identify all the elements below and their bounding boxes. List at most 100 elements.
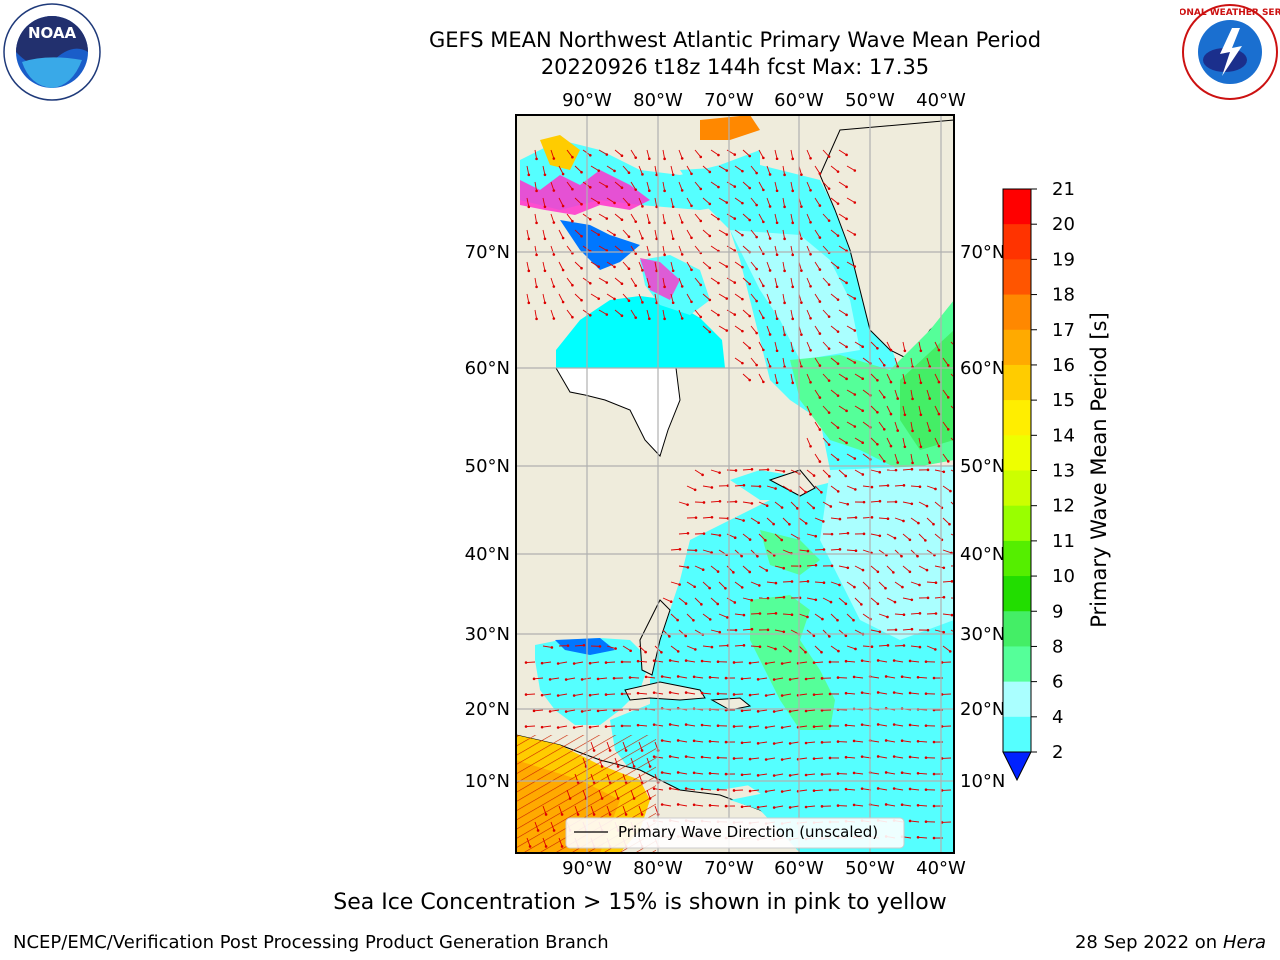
wave-arrow-head [540, 693, 544, 697]
wave-arrow-head [613, 297, 616, 301]
wave-arrow [902, 501, 912, 505]
wave-arrow [758, 309, 764, 319]
wave-arrow-head [716, 788, 720, 792]
wave-arrow-head [663, 221, 666, 225]
wave-arrow [678, 501, 688, 506]
wave-arrow-head [889, 348, 893, 352]
wave-arrow [590, 197, 599, 204]
wave-arrow [950, 373, 954, 378]
wave-arrow-head [818, 172, 822, 175]
wave-arrow [694, 740, 704, 743]
wave-arrow [702, 724, 712, 727]
wave-arrow [917, 804, 928, 807]
wave-arrow [790, 533, 800, 539]
wave-arrow-head [668, 723, 672, 726]
wave-arrow-head [597, 233, 601, 236]
wave-arrow-head [852, 803, 856, 807]
wave-arrow-head [535, 253, 538, 257]
wave-arrow [774, 741, 784, 745]
wave-arrow-head [668, 755, 672, 758]
wave-arrow [822, 213, 830, 221]
wave-arrow-head [766, 596, 770, 600]
wave-arrow [926, 517, 934, 525]
wave-arrow [910, 581, 920, 586]
wave-arrow [670, 293, 674, 303]
colorbar-segment [1003, 329, 1031, 366]
wave-arrow-head [764, 539, 767, 542]
wave-arrow-head [845, 217, 848, 221]
wave-arrow-head [608, 749, 612, 752]
cuba [624, 681, 706, 701]
wave-arrow [533, 677, 544, 680]
wave-arrow-head [748, 789, 752, 793]
wave-arrow-head [524, 661, 528, 664]
wave-arrow-head [613, 233, 616, 237]
wave-arrow [845, 756, 856, 759]
wave-arrow-head [772, 742, 776, 745]
wave-arrow-head [829, 600, 833, 604]
wave-arrow-head [768, 269, 772, 272]
wave-arrow [710, 533, 720, 536]
wave-arrow-head [790, 580, 794, 583]
wave-arrow-head [652, 787, 656, 790]
wave-arrow [942, 485, 951, 492]
wave-arrow-head [908, 659, 912, 663]
wave-arrow-head [668, 635, 671, 638]
wave-arrow-head [748, 346, 751, 350]
wave-arrow-head [580, 298, 583, 302]
wave-arrow-head [632, 765, 636, 768]
wave-arrow [638, 293, 643, 303]
wave-arrow [709, 804, 720, 807]
wave-arrow-head [861, 568, 865, 572]
wave-arrow-head [827, 443, 831, 446]
wave-arrow-head [844, 602, 848, 606]
wave-arrow [750, 645, 761, 648]
wave-arrow-head [934, 648, 937, 651]
wave-arrow [534, 149, 538, 159]
wave-arrow-head [812, 506, 816, 510]
wave-arrow-head [620, 314, 624, 318]
wave-arrow [846, 325, 856, 331]
wave-arrow-head [741, 361, 744, 365]
wave-arrow-head [660, 675, 664, 678]
wave-arrow-head [596, 677, 600, 681]
wave-arrow [910, 820, 920, 823]
wave-arrow [654, 165, 658, 175]
wave-arrow [590, 661, 600, 664]
wave-arrow-head [620, 692, 624, 696]
wave-arrow-head [820, 805, 824, 808]
wave-arrow-head [892, 571, 895, 574]
wave-arrow [798, 485, 806, 493]
wave-arrow-head [627, 235, 631, 239]
wave-arrow-head [564, 678, 568, 681]
wave-arrow-head [742, 519, 745, 522]
credit-left: NCEP/EMC/Verification Post Processing Pr… [13, 932, 609, 953]
wave-arrow-head [724, 804, 728, 808]
wave-arrow [742, 373, 750, 381]
wave-arrow-head [620, 282, 624, 286]
wave-arrow [822, 501, 832, 507]
wave-arrow [918, 565, 928, 571]
wave-arrow-head [678, 583, 681, 586]
wave-arrow [718, 645, 729, 647]
wave-arrow [822, 277, 830, 285]
wave-arrow-head [755, 299, 758, 303]
wave-arrow-head [552, 285, 556, 288]
wave-arrow [806, 597, 816, 601]
wave-arrow-head [876, 659, 880, 662]
wave-arrow [758, 373, 764, 383]
wave-arrow-head [663, 317, 666, 321]
wave-arrow-head [748, 154, 751, 158]
wave-arrow [814, 389, 821, 398]
wave-arrow [726, 213, 735, 219]
wave-arrow-head [804, 650, 807, 654]
wave-arrow-head [903, 445, 907, 449]
wave-arrow-head [774, 581, 778, 585]
wave-arrow-head [755, 203, 758, 207]
wave-arrow [534, 213, 538, 223]
wave-arrow [766, 197, 771, 207]
wave-arrow-head [836, 490, 840, 493]
wave-arrow-head [640, 813, 644, 816]
colorbar-tick-label: 9 [1052, 601, 1063, 622]
colorbar-tick-label: 14 [1052, 425, 1075, 446]
